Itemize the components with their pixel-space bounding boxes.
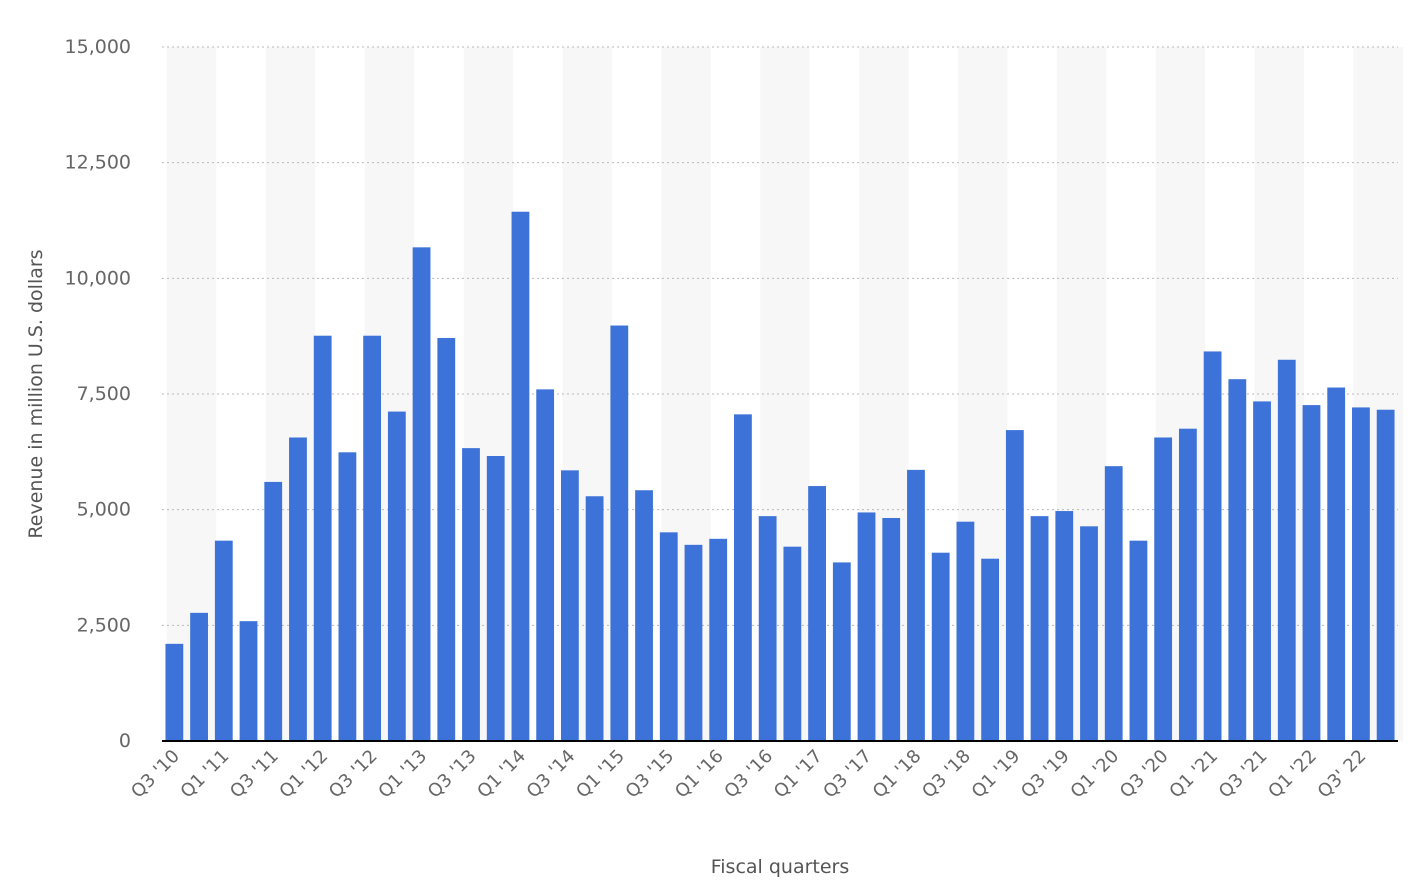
bar[interactable]: [832, 562, 851, 741]
bar[interactable]: [1277, 359, 1296, 741]
bar[interactable]: [907, 469, 925, 741]
bar[interactable]: [1154, 437, 1173, 741]
x-tick-label: Q3 '10: [127, 746, 184, 803]
bar[interactable]: [1030, 516, 1049, 741]
y-tick-label: 5,000: [77, 499, 131, 521]
bar[interactable]: [1253, 401, 1271, 741]
bar[interactable]: [659, 532, 678, 741]
x-tick-label: Q3 '12: [325, 746, 382, 803]
bar[interactable]: [511, 211, 530, 741]
bar[interactable]: [857, 512, 876, 741]
x-tick-label: Q1 '17: [770, 746, 827, 803]
x-tick-label: Q3 '17: [819, 746, 876, 803]
x-tick-label: Q1 '19: [968, 746, 1025, 803]
y-axis-title: Revenue in million U.S. dollars: [25, 249, 47, 538]
y-tick-label: 2,500: [77, 614, 131, 636]
x-tick-label: Q1 '21: [1165, 746, 1222, 803]
bar[interactable]: [709, 538, 728, 741]
bar[interactable]: [289, 437, 307, 741]
bar[interactable]: [956, 521, 975, 741]
bar[interactable]: [1129, 540, 1148, 741]
bar[interactable]: [264, 481, 283, 741]
x-tick-label: Q1 '11: [177, 746, 234, 803]
bar[interactable]: [462, 448, 480, 741]
x-axis-title: Fiscal quarters: [711, 856, 850, 878]
bar[interactable]: [758, 516, 777, 741]
bars: [165, 211, 1395, 742]
x-tick-label: Q1 '14: [473, 746, 530, 803]
x-tick-label: Q1 '15: [572, 746, 629, 803]
x-tick-label: Q3 '19: [1017, 746, 1074, 803]
x-tick-label: Q3 '14: [523, 746, 580, 803]
bar[interactable]: [338, 452, 357, 741]
bar[interactable]: [1055, 511, 1074, 741]
bar[interactable]: [1203, 351, 1222, 741]
bar[interactable]: [734, 414, 752, 741]
x-tick-label: Q1 '12: [276, 746, 333, 803]
bar[interactable]: [808, 486, 826, 741]
x-tick-label: Q1 '22: [1264, 746, 1321, 803]
y-tick-label: 12,500: [65, 152, 131, 174]
x-tick-label: Q3 '18: [918, 746, 975, 803]
bar[interactable]: [1352, 407, 1370, 741]
x-tick-label: Q1 '18: [869, 746, 926, 803]
x-tick-label: Q3' 22: [1314, 746, 1371, 803]
bar[interactable]: [536, 389, 555, 741]
x-tick-label: Q3 '11: [226, 746, 283, 803]
bar[interactable]: [931, 552, 950, 741]
y-tick-label: 7,500: [77, 383, 131, 405]
bar[interactable]: [1327, 387, 1346, 741]
bar[interactable]: [214, 540, 233, 741]
bar[interactable]: [412, 247, 431, 742]
y-tick-label: 0: [119, 730, 131, 752]
bar[interactable]: [610, 325, 629, 741]
x-tick-label: Q3 '13: [424, 746, 481, 803]
bar[interactable]: [387, 411, 406, 741]
x-tick-label: Q3 '20: [1116, 746, 1173, 803]
bar[interactable]: [1376, 409, 1395, 741]
bar[interactable]: [981, 558, 1000, 741]
bar[interactable]: [635, 490, 653, 741]
x-tick-label: Q3 '16: [720, 746, 777, 803]
bar[interactable]: [239, 621, 258, 741]
bar[interactable]: [1228, 379, 1247, 741]
x-tick-label: Q1 '20: [1067, 746, 1124, 803]
bar[interactable]: [313, 335, 332, 741]
bar[interactable]: [190, 612, 208, 741]
bar[interactable]: [437, 338, 456, 741]
bar[interactable]: [783, 546, 802, 741]
bar[interactable]: [560, 470, 579, 741]
y-tick-label: 10,000: [65, 267, 131, 289]
bar[interactable]: [585, 496, 604, 741]
bar[interactable]: [486, 455, 505, 741]
bar[interactable]: [165, 643, 184, 741]
x-tick-label: Q1 '16: [671, 746, 728, 803]
bar[interactable]: [1178, 428, 1197, 741]
bar[interactable]: [1302, 405, 1321, 741]
x-tick-label: Q3 '21: [1215, 746, 1272, 803]
bar[interactable]: [1005, 430, 1024, 741]
bar[interactable]: [882, 517, 901, 741]
y-tick-label: 15,000: [65, 36, 131, 58]
x-tick-label: Q3 '15: [622, 746, 679, 803]
bar[interactable]: [1080, 526, 1098, 741]
x-tick-label: Q1 '13: [374, 746, 431, 803]
y-tick-labels: 0 2,500 5,000 7,500 10,000 12,500 15,000: [65, 36, 131, 752]
bar[interactable]: [1104, 466, 1123, 741]
bar[interactable]: [363, 335, 382, 741]
bar[interactable]: [684, 544, 703, 741]
